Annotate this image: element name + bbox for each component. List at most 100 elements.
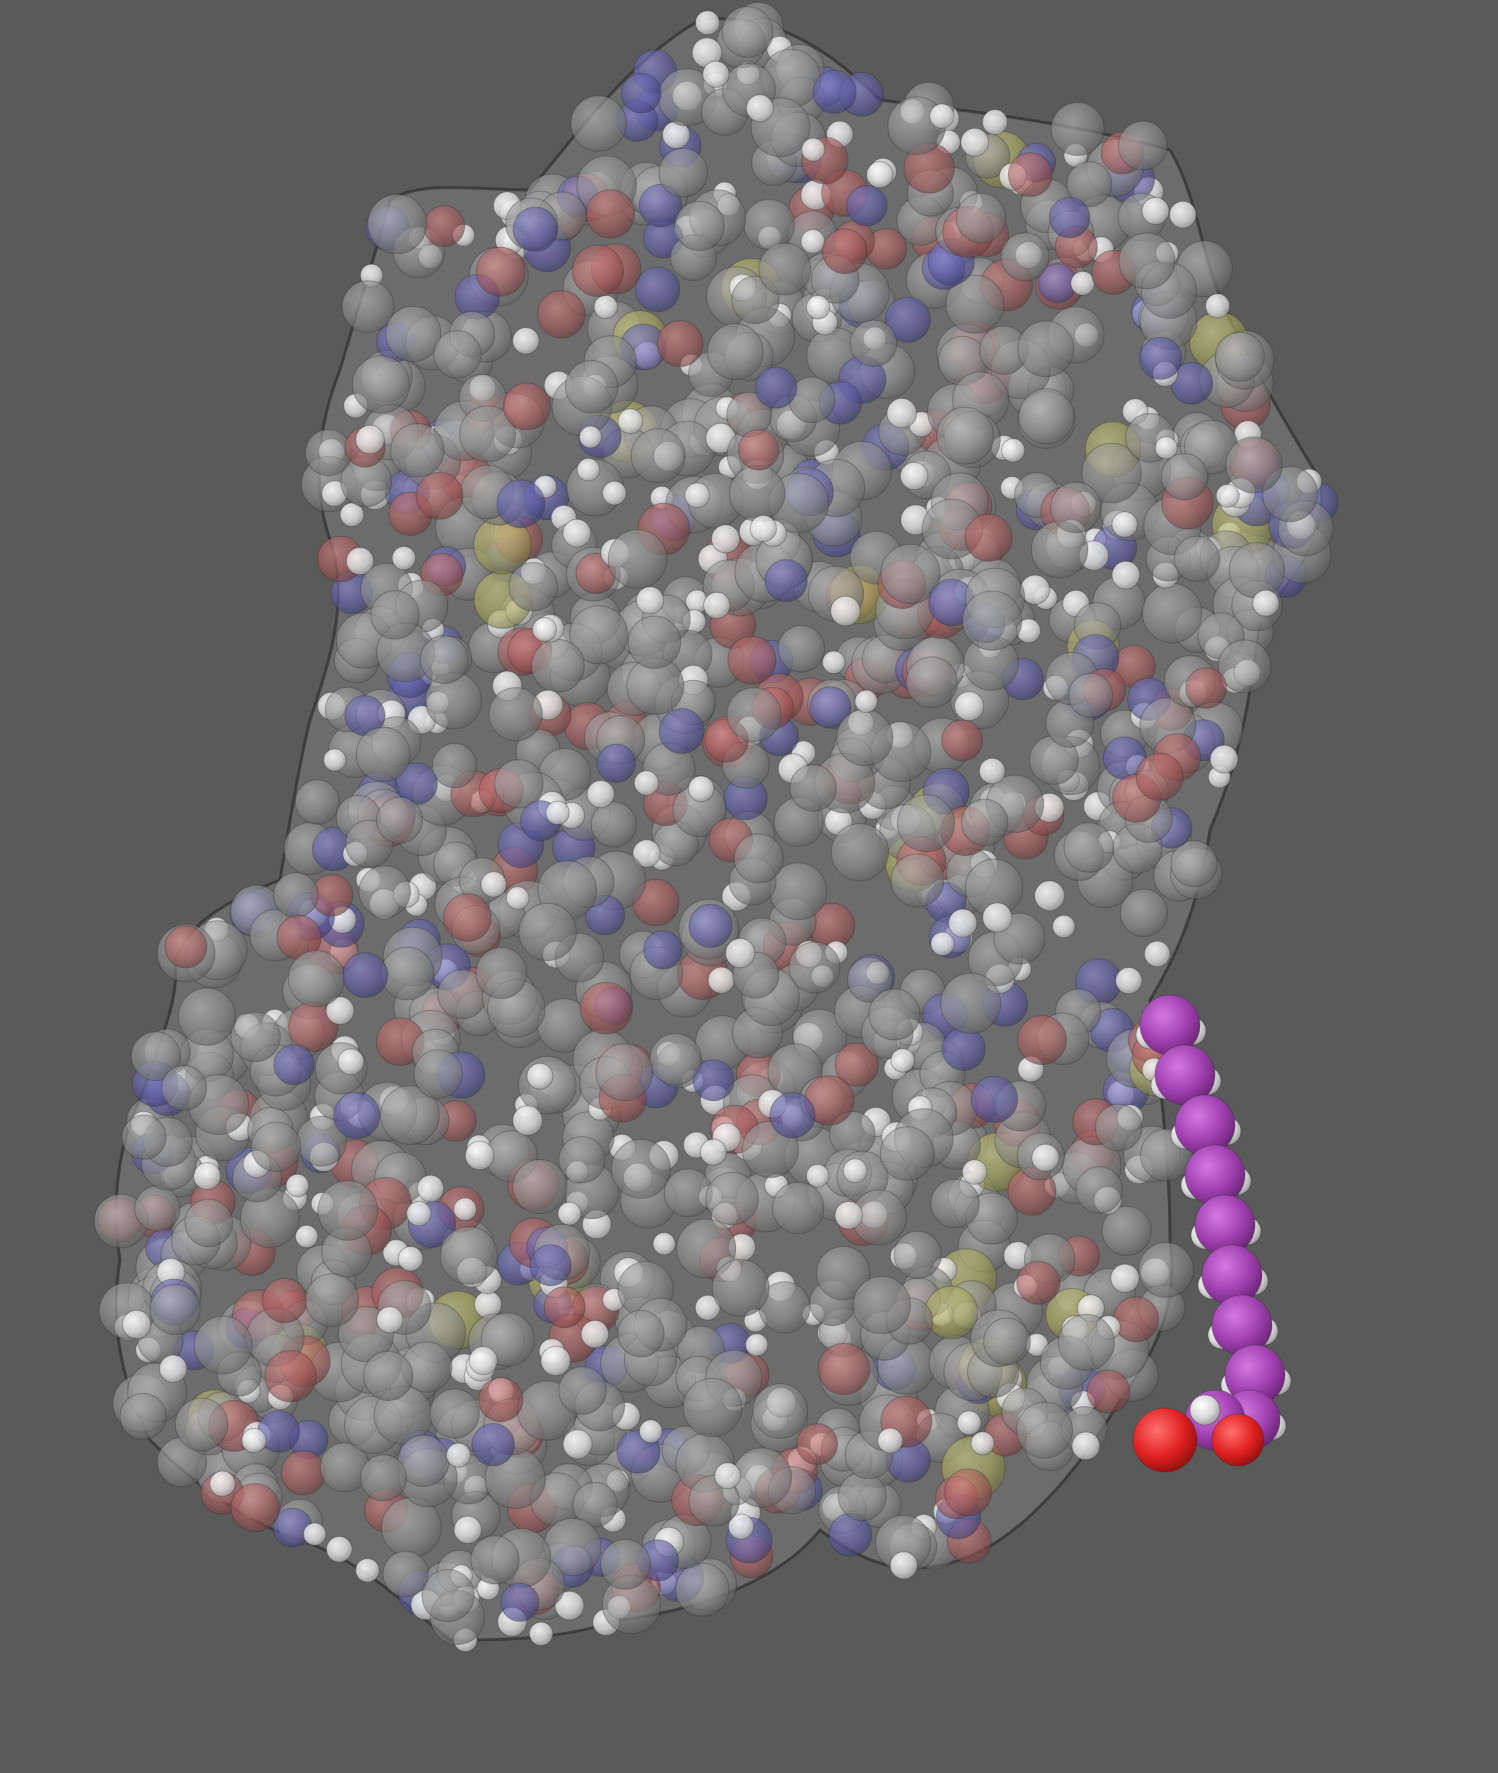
hydrogen-atom (801, 137, 826, 162)
nitrogen-atom (621, 72, 662, 114)
carbon-atom (1225, 436, 1283, 494)
carbon-atom (475, 947, 528, 999)
hydrogen-atom (842, 1158, 868, 1184)
nitrogen-atom (884, 296, 931, 343)
carbon-atom (830, 823, 890, 882)
hydrogen-atom (1205, 293, 1231, 319)
carbon-atom (1068, 672, 1114, 719)
oxygen-atom (834, 1042, 879, 1088)
carbon-atom (676, 1218, 737, 1279)
oxygen-atom (1086, 1369, 1131, 1414)
hydrogen-atom (562, 518, 592, 548)
carbon-atom (729, 465, 786, 522)
hydrogen-atom (468, 1346, 498, 1376)
hydrogen-atom (464, 1140, 495, 1171)
nitrogen-atom (812, 69, 857, 114)
hydrogen-atom (929, 103, 955, 129)
oxygen-atom (478, 1377, 524, 1423)
carbon-atom (617, 1310, 665, 1358)
hydrogen-atom (339, 502, 365, 528)
hydrogen-atom (562, 1429, 593, 1460)
carbon-atom (630, 428, 686, 484)
hydrogen-atom (512, 1105, 543, 1136)
nitrogen-atom (755, 366, 798, 409)
carbon-atom (1173, 535, 1221, 583)
nitrogen-atom (658, 708, 705, 755)
hydrogen-atom (453, 1197, 477, 1221)
carbon-atom (531, 638, 585, 693)
carbon-atom (174, 1397, 229, 1452)
carbon-atom (355, 726, 411, 782)
carbon-atom (177, 987, 237, 1046)
hydrogen-atom (866, 161, 894, 189)
hydrogen-atom (889, 1551, 918, 1580)
hydrogen-atom (397, 1246, 424, 1272)
nitrogen-atom (333, 1091, 381, 1140)
hydrogen-atom (453, 1515, 482, 1545)
hydrogen-atom (337, 1048, 365, 1076)
ligand-molecule[interactable] (1132, 994, 1292, 1473)
carbon-atom (380, 1085, 440, 1145)
hydrogen-atom (886, 397, 918, 429)
hydrogen-atom (355, 424, 385, 455)
hydrogen-atom (695, 10, 720, 36)
carbon-atom (893, 1230, 942, 1280)
hydrogen-atom (295, 1224, 319, 1249)
nitrogen-atom (273, 1044, 315, 1086)
nitrogen-atom (970, 1075, 1019, 1124)
carbon-atom (390, 423, 445, 478)
carbon-atom (627, 615, 682, 669)
carbon-atom (488, 687, 543, 742)
hydrogen-atom (805, 295, 831, 320)
hydrogen-atom (580, 1319, 610, 1349)
carbon-atom (777, 625, 825, 673)
hydrogen-atom (391, 546, 417, 571)
carbon-atom (945, 274, 1005, 334)
hydrogen-atom (505, 886, 530, 910)
carbon-atom (1141, 583, 1203, 644)
nitrogen-atom (764, 559, 808, 603)
oxygen-atom (537, 290, 586, 339)
oxygen-atom (585, 189, 636, 239)
hydrogen-atom (890, 1048, 916, 1073)
carbon-atom (962, 590, 1023, 651)
carbon-atom (1160, 453, 1209, 501)
carbon-atom (1018, 388, 1075, 445)
carbon-atom (459, 405, 517, 463)
hydrogen-atom (854, 689, 878, 713)
oxygen-atom (944, 1468, 992, 1517)
hydrogen-atom (632, 839, 661, 868)
carbon-atom (595, 1043, 654, 1102)
hydrogen-atom (687, 775, 715, 803)
carbon-atom (1050, 102, 1105, 156)
carbon-atom (367, 194, 428, 254)
oxygen-atom (1007, 152, 1053, 198)
hydrogen-atom (617, 408, 644, 435)
carbon-atom (558, 1136, 606, 1184)
nitrogen-atom (512, 206, 558, 252)
carbon-atom (305, 429, 353, 477)
carbon-atom (1017, 320, 1075, 378)
hydrogen-atom (707, 966, 735, 994)
carbon-atom (572, 1481, 618, 1528)
hydrogen-atom (725, 938, 756, 969)
carbon-atom (852, 1275, 911, 1335)
carbon-atom (896, 794, 955, 853)
hydrogen-atom (376, 1306, 404, 1334)
nitrogen-atom (846, 185, 888, 227)
ligand-carbon-atom (1184, 1144, 1246, 1206)
carbon-atom (674, 200, 725, 252)
hydrogen-atom (699, 1138, 727, 1166)
hydrogen-atom (834, 1201, 864, 1230)
nitrogen-atom (395, 762, 438, 806)
carbon-atom (726, 687, 782, 743)
carbon-atom (664, 1168, 713, 1218)
oxygen-atom (262, 1277, 308, 1324)
hydrogen-atom (1070, 270, 1096, 296)
carbon-atom (879, 1126, 935, 1181)
hydrogen-atom (355, 1558, 380, 1583)
hydrogen-atom (1052, 914, 1076, 939)
carbon-atom (433, 330, 482, 379)
carbon-atom (789, 764, 837, 812)
